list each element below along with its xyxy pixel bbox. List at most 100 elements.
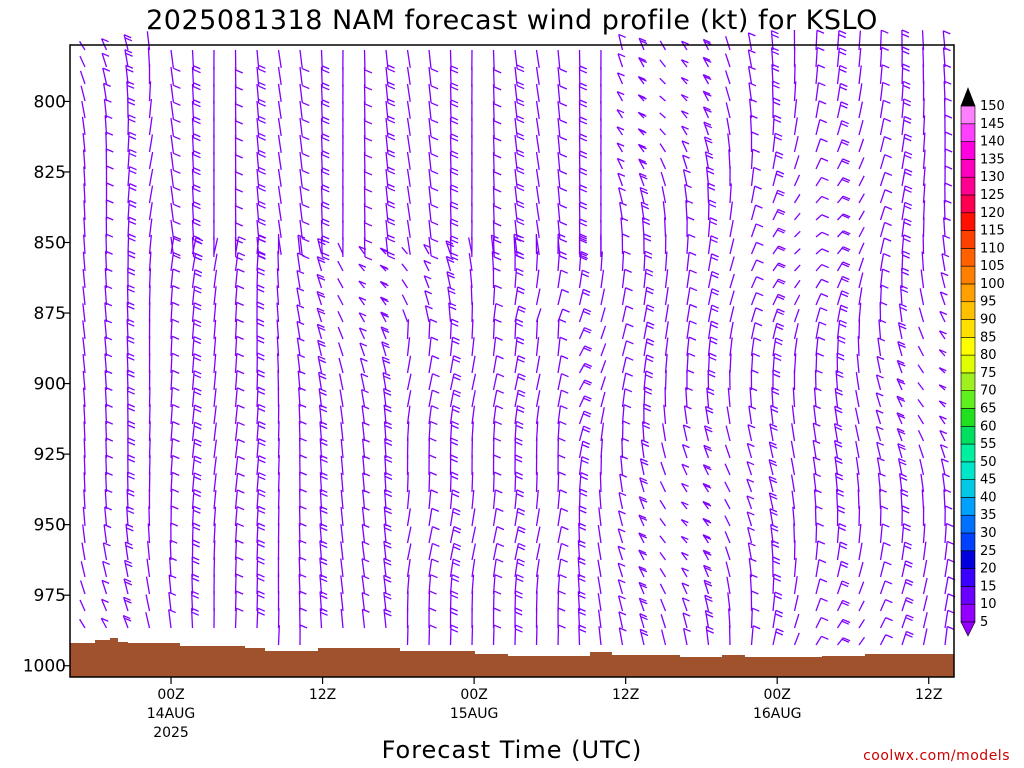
wind-barb xyxy=(836,275,850,289)
wind-barb xyxy=(793,136,799,153)
wind-barb xyxy=(277,66,282,85)
wind-barb xyxy=(681,444,690,459)
wind-barb xyxy=(901,523,911,544)
wind-barb xyxy=(901,133,912,153)
wind-barb xyxy=(637,111,647,119)
wind-barb xyxy=(772,293,786,306)
wind-barb xyxy=(917,345,925,357)
wind-barb xyxy=(684,183,692,204)
wind-barb xyxy=(514,389,526,408)
wind-barb xyxy=(276,319,280,340)
wind-barb xyxy=(879,580,893,595)
wind-barb xyxy=(729,306,735,323)
wind-barb xyxy=(406,373,412,391)
wind-barb xyxy=(256,369,265,391)
wind-barb xyxy=(256,505,266,527)
wind-barb xyxy=(702,106,712,119)
wind-barb xyxy=(815,176,829,187)
wind-barb xyxy=(449,373,462,391)
wind-barb xyxy=(750,625,761,646)
wind-barb xyxy=(535,219,540,238)
wind-barb xyxy=(234,236,246,255)
wind-barb xyxy=(770,46,780,68)
wind-barb xyxy=(299,134,310,158)
wind-barb xyxy=(402,309,409,323)
wind-barb xyxy=(557,590,566,612)
wind-barb xyxy=(681,463,690,476)
wind-barb xyxy=(82,370,86,391)
wind-barb xyxy=(836,304,849,323)
wind-barb xyxy=(878,319,887,340)
wind-barb xyxy=(104,319,113,340)
wind-barb xyxy=(428,373,440,391)
wind-barb xyxy=(772,609,784,629)
wind-barb xyxy=(406,66,411,85)
wind-barb xyxy=(858,542,863,561)
credit-link[interactable]: coolwx.com/models xyxy=(863,748,1010,764)
wind-barb xyxy=(578,522,587,544)
wind-barb xyxy=(815,100,827,119)
wind-barb xyxy=(729,353,732,374)
wind-barb xyxy=(772,189,785,204)
wind-barb xyxy=(127,199,137,221)
wind-barb xyxy=(793,279,801,289)
wind-barb xyxy=(638,172,648,187)
wind-barb xyxy=(578,185,588,210)
wind-barb xyxy=(339,389,344,408)
wind-barb xyxy=(148,98,153,119)
wind-barb xyxy=(686,269,697,289)
wind-barb xyxy=(492,66,502,91)
wind-barb xyxy=(146,558,151,578)
wind-barb xyxy=(148,421,151,442)
wind-barb xyxy=(812,456,821,476)
wind-barb xyxy=(449,355,461,374)
wind-barb xyxy=(234,83,244,108)
wind-barb xyxy=(938,349,947,357)
wind-barb xyxy=(514,66,525,90)
wind-barb xyxy=(297,353,306,374)
wind-barb xyxy=(277,117,282,136)
wind-barb xyxy=(640,201,650,221)
wind-barb xyxy=(383,506,392,527)
wind-barb xyxy=(793,212,801,221)
wind-barb xyxy=(619,201,627,221)
wind-barb xyxy=(126,471,135,493)
wind-barb xyxy=(213,302,217,323)
wind-barb xyxy=(148,116,153,136)
wind-barb xyxy=(148,202,153,221)
wind-barb xyxy=(793,308,800,323)
wind-barb xyxy=(104,471,113,493)
wind-barb xyxy=(598,489,602,510)
wind-barb xyxy=(578,251,589,272)
wind-barb xyxy=(664,321,669,340)
wind-barb xyxy=(318,387,327,408)
wind-barb xyxy=(256,438,266,459)
wind-barb xyxy=(428,624,437,646)
wind-barb xyxy=(901,267,910,289)
colorbar-label: 10 xyxy=(980,597,997,612)
wind-barb xyxy=(191,387,202,408)
wind-barb xyxy=(875,409,884,425)
wind-barb xyxy=(170,454,180,476)
wind-barb xyxy=(597,559,602,578)
wind-barb xyxy=(557,151,568,175)
wind-barb xyxy=(897,341,906,357)
wind-barb xyxy=(942,234,951,255)
wind-barb xyxy=(337,278,344,289)
wind-barb xyxy=(578,269,590,289)
wind-barb xyxy=(102,67,111,85)
wind-barb xyxy=(492,405,504,425)
wind-barb xyxy=(428,134,439,158)
wind-barb xyxy=(557,489,568,510)
wind-barb xyxy=(338,373,344,391)
wind-barb xyxy=(664,251,668,272)
wind-barb xyxy=(359,357,368,374)
wind-barb xyxy=(836,319,847,340)
wind-barb xyxy=(917,414,925,425)
wind-barb xyxy=(126,335,135,357)
wind-barb xyxy=(514,168,525,192)
x-tick-label: 00Z xyxy=(157,687,184,703)
wind-barb xyxy=(707,336,718,357)
wind-barb xyxy=(448,302,457,323)
wind-barb xyxy=(729,219,734,238)
